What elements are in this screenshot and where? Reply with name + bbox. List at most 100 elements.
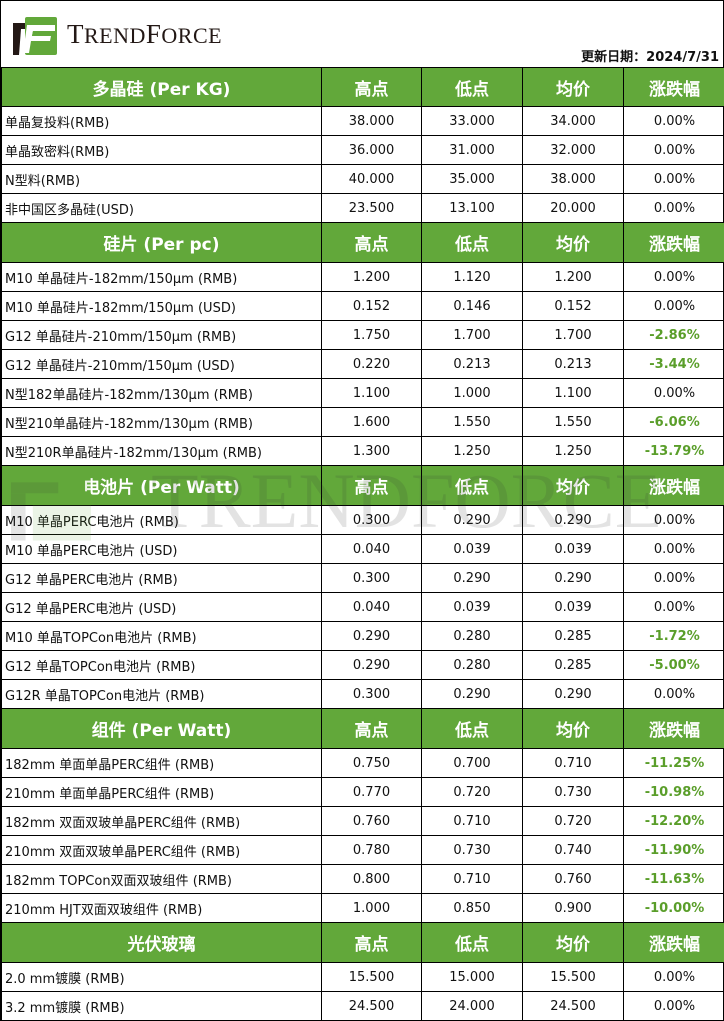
low-price: 35.000 [421,164,523,194]
column-header: 均价 [522,708,624,749]
change-pct: 0.00% [623,135,724,165]
avg-price: 1.250 [522,436,624,466]
change-pct: -11.63% [623,864,724,894]
change-pct: 0.00% [623,962,724,992]
column-header: 涨跌幅 [623,465,724,506]
avg-price: 0.039 [522,534,624,564]
table-row: G12 单晶硅片-210mm/150μm (RMB) 1.750 1.700 1.70… [1,320,724,350]
product-name: M10 单晶TOPCon电池片 (RMB) [1,621,322,651]
table-row: 182mm 双面双玻单晶PERC组件 (RMB) 0.760 0.710 0.720-… [1,806,724,836]
high-price: 0.040 [321,592,422,622]
avg-price: 0.720 [522,806,624,836]
high-price: 0.780 [321,835,422,865]
avg-price: 0.290 [522,505,624,535]
low-price: 15.000 [421,962,523,992]
column-header: 高点 [321,708,422,749]
high-price: 0.300 [321,563,422,593]
change-pct: -1.72% [623,621,724,651]
high-price: 24.500 [321,991,422,1021]
section-header: 硅片 (Per pc) 高点 低点 均价 涨跌幅 [1,222,724,263]
table-row: N型182单晶硅片-182mm/130μm (RMB) 1.100 1.000 1.1… [1,378,724,408]
avg-price: 1.200 [522,262,624,292]
table-row: 非中国区多晶硅(USD) 23.500 13.100 20.000 0.00% [1,193,724,223]
low-price: 31.000 [421,135,523,165]
high-price: 0.770 [321,777,422,807]
change-pct: 0.00% [623,262,724,292]
table-row: 210mm HJT双面双玻组件 (RMB) 1.000 0.850 0.900 -10.… [1,893,724,923]
column-header: 均价 [522,922,624,963]
low-price: 0.280 [421,650,523,680]
table-row: M10 单晶硅片-182mm/150μm (RMB) 1.200 1.120 1.20… [1,262,724,292]
product-name: M10 单晶硅片-182mm/150μm (RMB) [1,262,322,292]
low-price: 33.000 [421,106,523,136]
product-name: G12 单晶PERC电池片 (USD) [1,592,322,622]
product-name: 182mm 双面双玻单晶PERC组件 (RMB) [1,806,322,836]
column-header: 高点 [321,222,422,263]
high-price: 36.000 [321,135,422,165]
product-name: G12 单晶TOPCon电池片 (RMB) [1,650,322,680]
change-pct: 0.00% [623,679,724,709]
avg-price: 0.290 [522,679,624,709]
low-price: 0.700 [421,748,523,778]
section-title: 电池片 (Per Watt) [1,465,322,506]
low-price: 24.000 [421,991,523,1021]
table-row: G12R 单晶TOPCon电池片 (RMB) 0.300 0.290 0.290 0.0… [1,679,724,709]
low-price: 13.100 [421,193,523,223]
change-pct: 0.00% [623,534,724,564]
high-price: 1.750 [321,320,422,350]
low-price: 0.280 [421,621,523,651]
low-price: 0.290 [421,679,523,709]
table-row: G12 单晶TOPCon电池片 (RMB) 0.290 0.280 0.285 -5.0… [1,650,724,680]
product-name: G12R 单晶TOPCon电池片 (RMB) [1,679,322,709]
avg-price: 0.285 [522,650,624,680]
update-date: 更新日期：2024/7/31 [581,50,719,65]
table-row: 182mm TOPCon双面双玻组件 (RMB) 0.800 0.710 0.760-… [1,864,724,894]
high-price: 0.760 [321,806,422,836]
product-name: 3.2 mm镀膜 (RMB) [1,991,322,1021]
table-row: 210mm 双面双玻单晶PERC组件 (RMB) 0.780 0.730 0.740-… [1,835,724,865]
low-price: 0.039 [421,592,523,622]
high-price: 0.220 [321,349,422,379]
avg-price: 20.000 [522,193,624,223]
product-name: 非中国区多晶硅(USD) [1,193,322,223]
table-row: M10 单晶硅片-182mm/150μm (USD) 0.152 0.146 0.15… [1,291,724,321]
table-row: N型料(RMB) 40.000 35.000 38.000 0.00% [1,164,724,194]
product-name: 182mm TOPCon双面双玻组件 (RMB) [1,864,322,894]
table-row: 3.2 mm镀膜 (RMB) 24.500 24.000 24.500 0.00% [1,991,724,1021]
product-name: 2.0 mm镀膜 (RMB) [1,962,322,992]
table-row: 单晶复投料(RMB) 38.000 33.000 34.000 0.00% [1,106,724,136]
section-title: 多晶硅 (Per KG) [1,67,322,107]
avg-price: 1.700 [522,320,624,350]
section-header: 组件 (Per Watt) 高点 低点 均价 涨跌幅 [1,708,724,749]
avg-price: 32.000 [522,135,624,165]
change-pct: 0.00% [623,378,724,408]
high-price: 0.300 [321,505,422,535]
high-price: 1.300 [321,436,422,466]
change-pct: 0.00% [623,106,724,136]
change-pct: -6.06% [623,407,724,437]
high-price: 1.600 [321,407,422,437]
table-row: M10 单晶PERC电池片 (RMB) 0.300 0.290 0.290 0.00% [1,505,724,535]
avg-price: 0.285 [522,621,624,651]
change-pct: -10.98% [623,777,724,807]
change-pct: 0.00% [623,164,724,194]
trendforce-logo-icon [13,17,57,55]
low-price: 0.290 [421,563,523,593]
avg-price: 38.000 [522,164,624,194]
product-name: 182mm 单面单晶PERC组件 (RMB) [1,748,322,778]
change-pct: -11.90% [623,835,724,865]
change-pct: 0.00% [623,991,724,1021]
high-price: 0.290 [321,621,422,651]
section-title: 光伏玻璃 [1,922,322,963]
section-title: 硅片 (Per pc) [1,222,322,263]
section-header: 电池片 (Per Watt) 高点 低点 均价 涨跌幅 [1,465,724,506]
avg-price: 0.039 [522,592,624,622]
high-price: 0.800 [321,864,422,894]
high-price: 40.000 [321,164,422,194]
change-pct: 0.00% [623,563,724,593]
column-header: 涨跌幅 [623,67,724,107]
table-row: G12 单晶PERC电池片 (RMB) 0.300 0.290 0.290 0.00% [1,563,724,593]
table-row: N型210单晶硅片-182mm/130μm (RMB) 1.600 1.550 1.5… [1,407,724,437]
watermark-logo-icon [11,471,91,541]
avg-price: 15.500 [522,962,624,992]
